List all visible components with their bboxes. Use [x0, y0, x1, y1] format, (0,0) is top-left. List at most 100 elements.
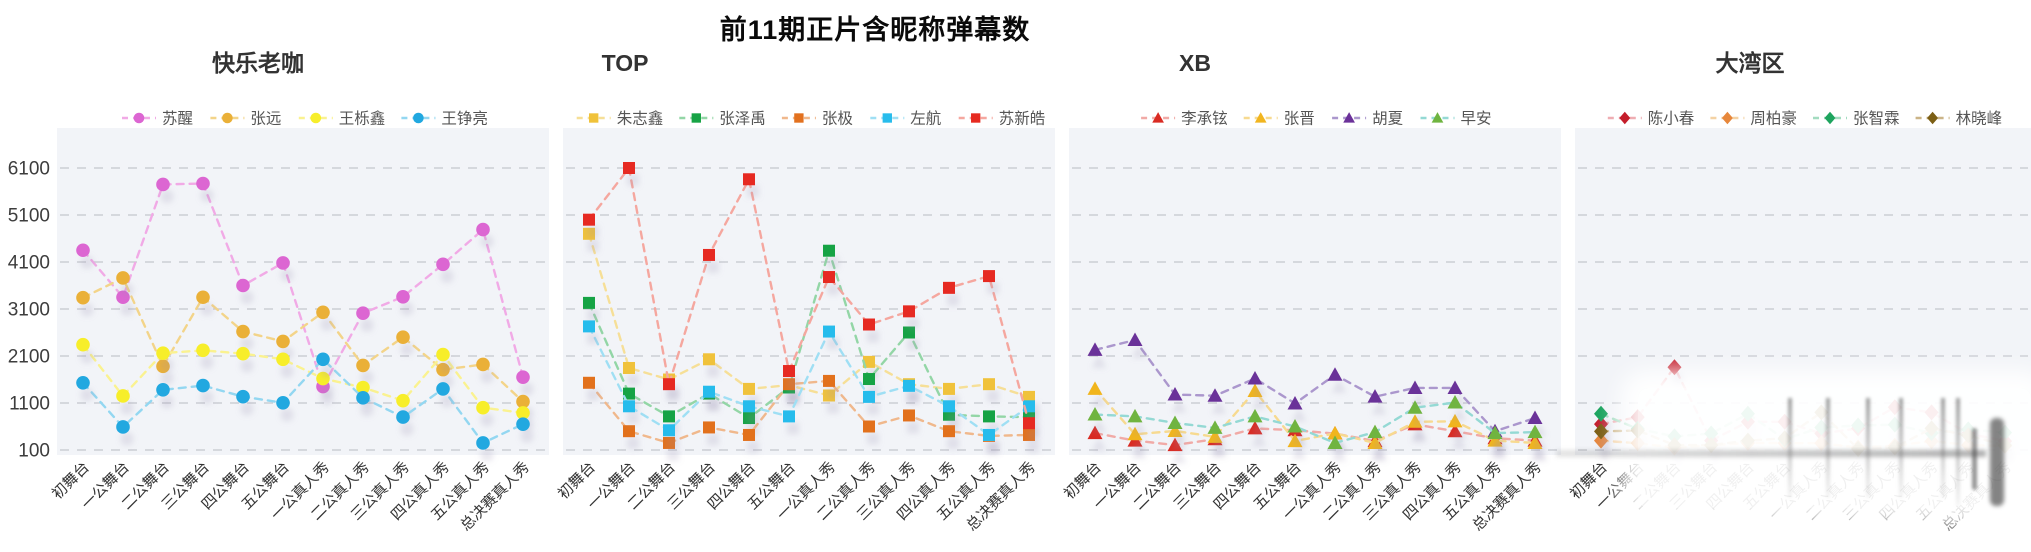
data-point	[1167, 415, 1183, 429]
y-axis: 6100 5100 4100 3100 2100 1100 100	[8, 159, 50, 462]
data-point	[943, 400, 955, 413]
data-point	[583, 376, 595, 389]
legend-marker	[1343, 112, 1355, 123]
data-point	[1327, 367, 1343, 381]
y-tick-label: 1100	[9, 394, 50, 415]
data-point	[623, 162, 635, 174]
panel-1: 初舞台一公舞台二公舞台三公舞台四公舞台五公舞台一公真人秀二公真人秀三公真人秀四公…	[49, 50, 549, 534]
data-point	[476, 222, 490, 237]
legend-item: 张泽禹	[679, 110, 766, 128]
data-point	[516, 417, 530, 431]
data-point	[1087, 342, 1103, 356]
legend-item: 李承铉	[1141, 110, 1228, 128]
series-line	[81, 343, 525, 415]
plot-background	[57, 128, 549, 455]
data-point	[1023, 417, 1035, 430]
series-markers	[76, 352, 530, 450]
legend-label: 王铮亮	[441, 110, 488, 128]
data-point	[663, 436, 675, 449]
data-point	[316, 371, 330, 386]
data-point	[1487, 425, 1503, 440]
data-point	[1287, 433, 1303, 448]
legend: 朱志鑫 张泽禹 张极 左航 苏新皓	[576, 110, 1046, 128]
data-point	[1287, 395, 1303, 410]
x-axis: 初舞台一公舞台二公舞台三公舞台四公舞台五公舞台一公真人秀二公真人秀三公真人秀四公…	[555, 458, 1039, 534]
data-point	[356, 306, 370, 321]
data-point	[436, 382, 450, 396]
legend-item: 左航	[870, 110, 941, 128]
data-point	[903, 379, 915, 392]
legend-marker	[1254, 112, 1267, 123]
legend-label: 张极	[822, 110, 853, 128]
data-point	[1207, 429, 1223, 443]
panel-title: 大湾区	[1716, 50, 1785, 76]
data-point	[356, 380, 370, 395]
data-point	[1167, 423, 1183, 437]
data-point	[1023, 428, 1035, 441]
x-tick-label: 总决赛真人秀	[962, 458, 1038, 534]
legend-marker	[310, 112, 322, 124]
data-point	[196, 290, 210, 305]
legend-label: 张晋	[1284, 110, 1315, 128]
data-point	[863, 390, 875, 403]
data-point	[903, 409, 915, 422]
data-point	[663, 424, 675, 437]
legend: 李承铉 张晋 胡夏 早安	[1141, 110, 1492, 128]
panel-3: 初舞台一公舞台二公舞台三公舞台四公舞台五公舞台一公真人秀二公真人秀三公真人秀四公…	[1061, 50, 1561, 534]
legend-item: 周柏豪	[1710, 109, 1797, 128]
data-point	[743, 400, 755, 413]
data-point	[623, 425, 635, 438]
legend-item: 苏新皓	[958, 110, 1046, 128]
legend-item: 张智霖	[1813, 110, 1900, 128]
data-point	[116, 420, 130, 434]
panel-2: 初舞台一公舞台二公舞台三公舞台四公舞台五公舞台一公真人秀二公真人秀三公真人秀四公…	[555, 50, 1055, 534]
data-point	[1527, 410, 1543, 425]
data-point	[583, 296, 595, 309]
series-markers	[76, 271, 530, 409]
data-point	[356, 391, 370, 405]
legend-label: 李承铉	[1181, 110, 1228, 128]
data-point	[623, 400, 635, 413]
legend-label: 张智霖	[1853, 110, 1900, 128]
series-line	[1093, 423, 1537, 447]
legend-label: 周柏豪	[1750, 109, 1797, 128]
data-point	[1167, 437, 1183, 452]
data-point	[1667, 359, 1682, 376]
data-point	[983, 410, 995, 423]
data-point	[276, 395, 290, 410]
panel-title: 快乐老咖	[212, 50, 304, 76]
data-point	[823, 271, 835, 284]
data-point	[703, 248, 715, 261]
data-point	[983, 270, 995, 283]
series-markers	[583, 162, 1035, 430]
data-point	[1023, 390, 1035, 403]
series-markers	[583, 320, 1035, 441]
x-axis: 初舞台一公舞台二公舞台三公舞台四公舞台五公舞台一公真人秀二公真人秀三公真人秀四公…	[1061, 458, 1545, 534]
data-point	[156, 346, 170, 360]
y-tick-label: 2100	[8, 347, 50, 368]
data-point	[516, 394, 530, 409]
legend-label: 左航	[910, 110, 941, 128]
data-point	[156, 383, 170, 397]
data-point	[76, 375, 90, 390]
data-point	[356, 358, 370, 373]
legend-label: 苏新皓	[999, 110, 1046, 128]
data-point	[1087, 425, 1103, 440]
legend-item: 王铮亮	[401, 110, 488, 128]
data-point	[516, 406, 530, 420]
data-point	[943, 281, 955, 294]
data-point	[156, 177, 170, 192]
series-line	[587, 246, 1031, 420]
legend-marker	[882, 113, 892, 123]
legend-marker	[971, 113, 981, 123]
data-point	[623, 387, 635, 400]
data-point	[196, 378, 210, 393]
legend-item: 朱志鑫	[576, 110, 663, 128]
data-point	[903, 326, 915, 339]
legend-marker	[222, 112, 233, 124]
y-tick-label: 4100	[8, 253, 50, 274]
data-point	[236, 389, 250, 404]
data-point	[623, 361, 635, 374]
legend: 陈小春 周柏豪 张智霖 林晓峰	[1607, 109, 2002, 128]
data-point	[1594, 432, 1608, 449]
